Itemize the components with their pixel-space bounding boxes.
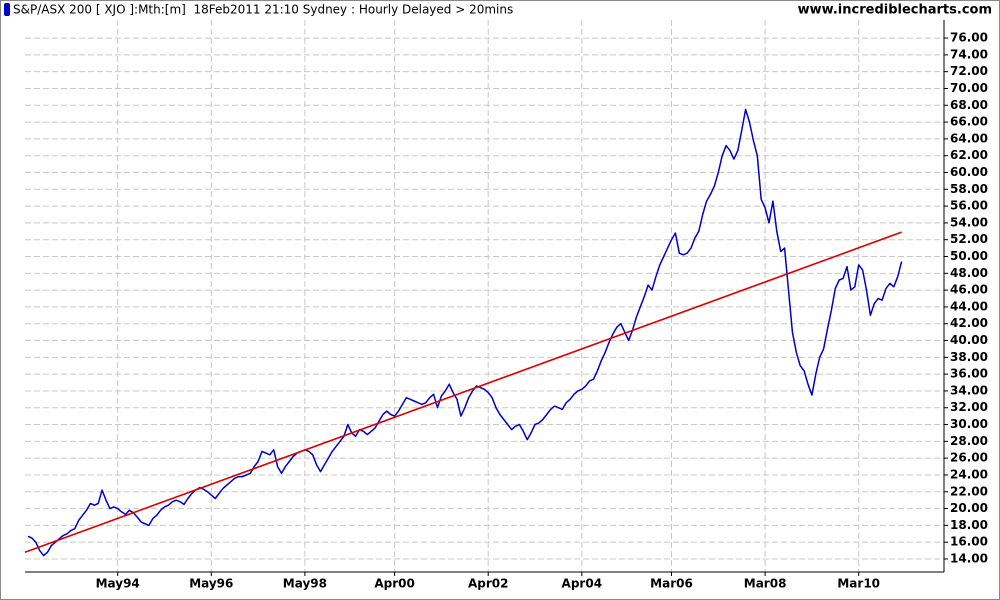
y-tick-label: 42.00: [950, 316, 988, 330]
grid: [25, 20, 944, 572]
y-tick-label: 54.00: [950, 215, 988, 229]
y-tick-label: 76.00: [950, 31, 988, 45]
y-tick-label: 74.00: [950, 47, 988, 61]
x-tick-label: Apr02: [468, 577, 509, 591]
x-tick-label: May94: [96, 577, 140, 591]
marks: [24, 108, 903, 557]
y-tick-label: 30.00: [950, 417, 988, 431]
x-tick-label: Mar08: [744, 577, 787, 591]
x-tick-label: Mar06: [650, 577, 693, 591]
y-tick-label: 60.00: [950, 165, 988, 179]
price-line: [27, 108, 903, 557]
y-tick-label: 22.00: [950, 484, 988, 498]
y-tick-label: 34.00: [950, 383, 988, 397]
x-tick-label: Mar10: [837, 577, 880, 591]
y-tick-label: 16.00: [950, 535, 988, 549]
y-tick-label: 66.00: [950, 115, 988, 129]
y-tick-label: 64.00: [950, 131, 988, 145]
chart-title: S&P/ASX 200 [ XJO ]:Mth:[m] 18Feb2011 21…: [13, 3, 513, 17]
x-tick-label: May96: [189, 577, 233, 591]
x-tick-label: Apr00: [374, 577, 415, 591]
series-icon: [4, 3, 10, 16]
y-tick-label: 14.00: [950, 551, 988, 565]
y-tick-label: 20.00: [950, 501, 988, 515]
y-tick-label: 70.00: [950, 81, 988, 95]
y-tick-label: 38.00: [950, 350, 988, 364]
y-tick-label: 48.00: [950, 266, 988, 280]
y-tick-label: 72.00: [950, 64, 988, 78]
y-tick-label: 50.00: [950, 249, 988, 263]
x-tick-label: Apr04: [562, 577, 603, 591]
y-tick-label: 52.00: [950, 232, 988, 246]
y-tick-label: 68.00: [950, 98, 988, 112]
y-tick-label: 26.00: [950, 451, 988, 465]
trend-line: [24, 231, 902, 554]
y-tick-label: 44.00: [950, 299, 988, 313]
y-tick-label: 40.00: [950, 333, 988, 347]
source: www.incrediblecharts.com: [798, 3, 992, 18]
y-tick-label: 36.00: [950, 367, 988, 381]
y-tick-label: 62.00: [950, 148, 988, 162]
y-tick-label: 24.00: [950, 467, 988, 481]
x-tick-label: May98: [283, 577, 327, 591]
y-tick-label: 58.00: [950, 182, 988, 196]
y-tick-label: 46.00: [950, 283, 988, 297]
y-tick-label: 56.00: [950, 199, 988, 213]
y-tick-label: 28.00: [950, 434, 988, 448]
y-tick-label: 18.00: [950, 518, 988, 532]
y-tick-label: 32.00: [950, 400, 988, 414]
